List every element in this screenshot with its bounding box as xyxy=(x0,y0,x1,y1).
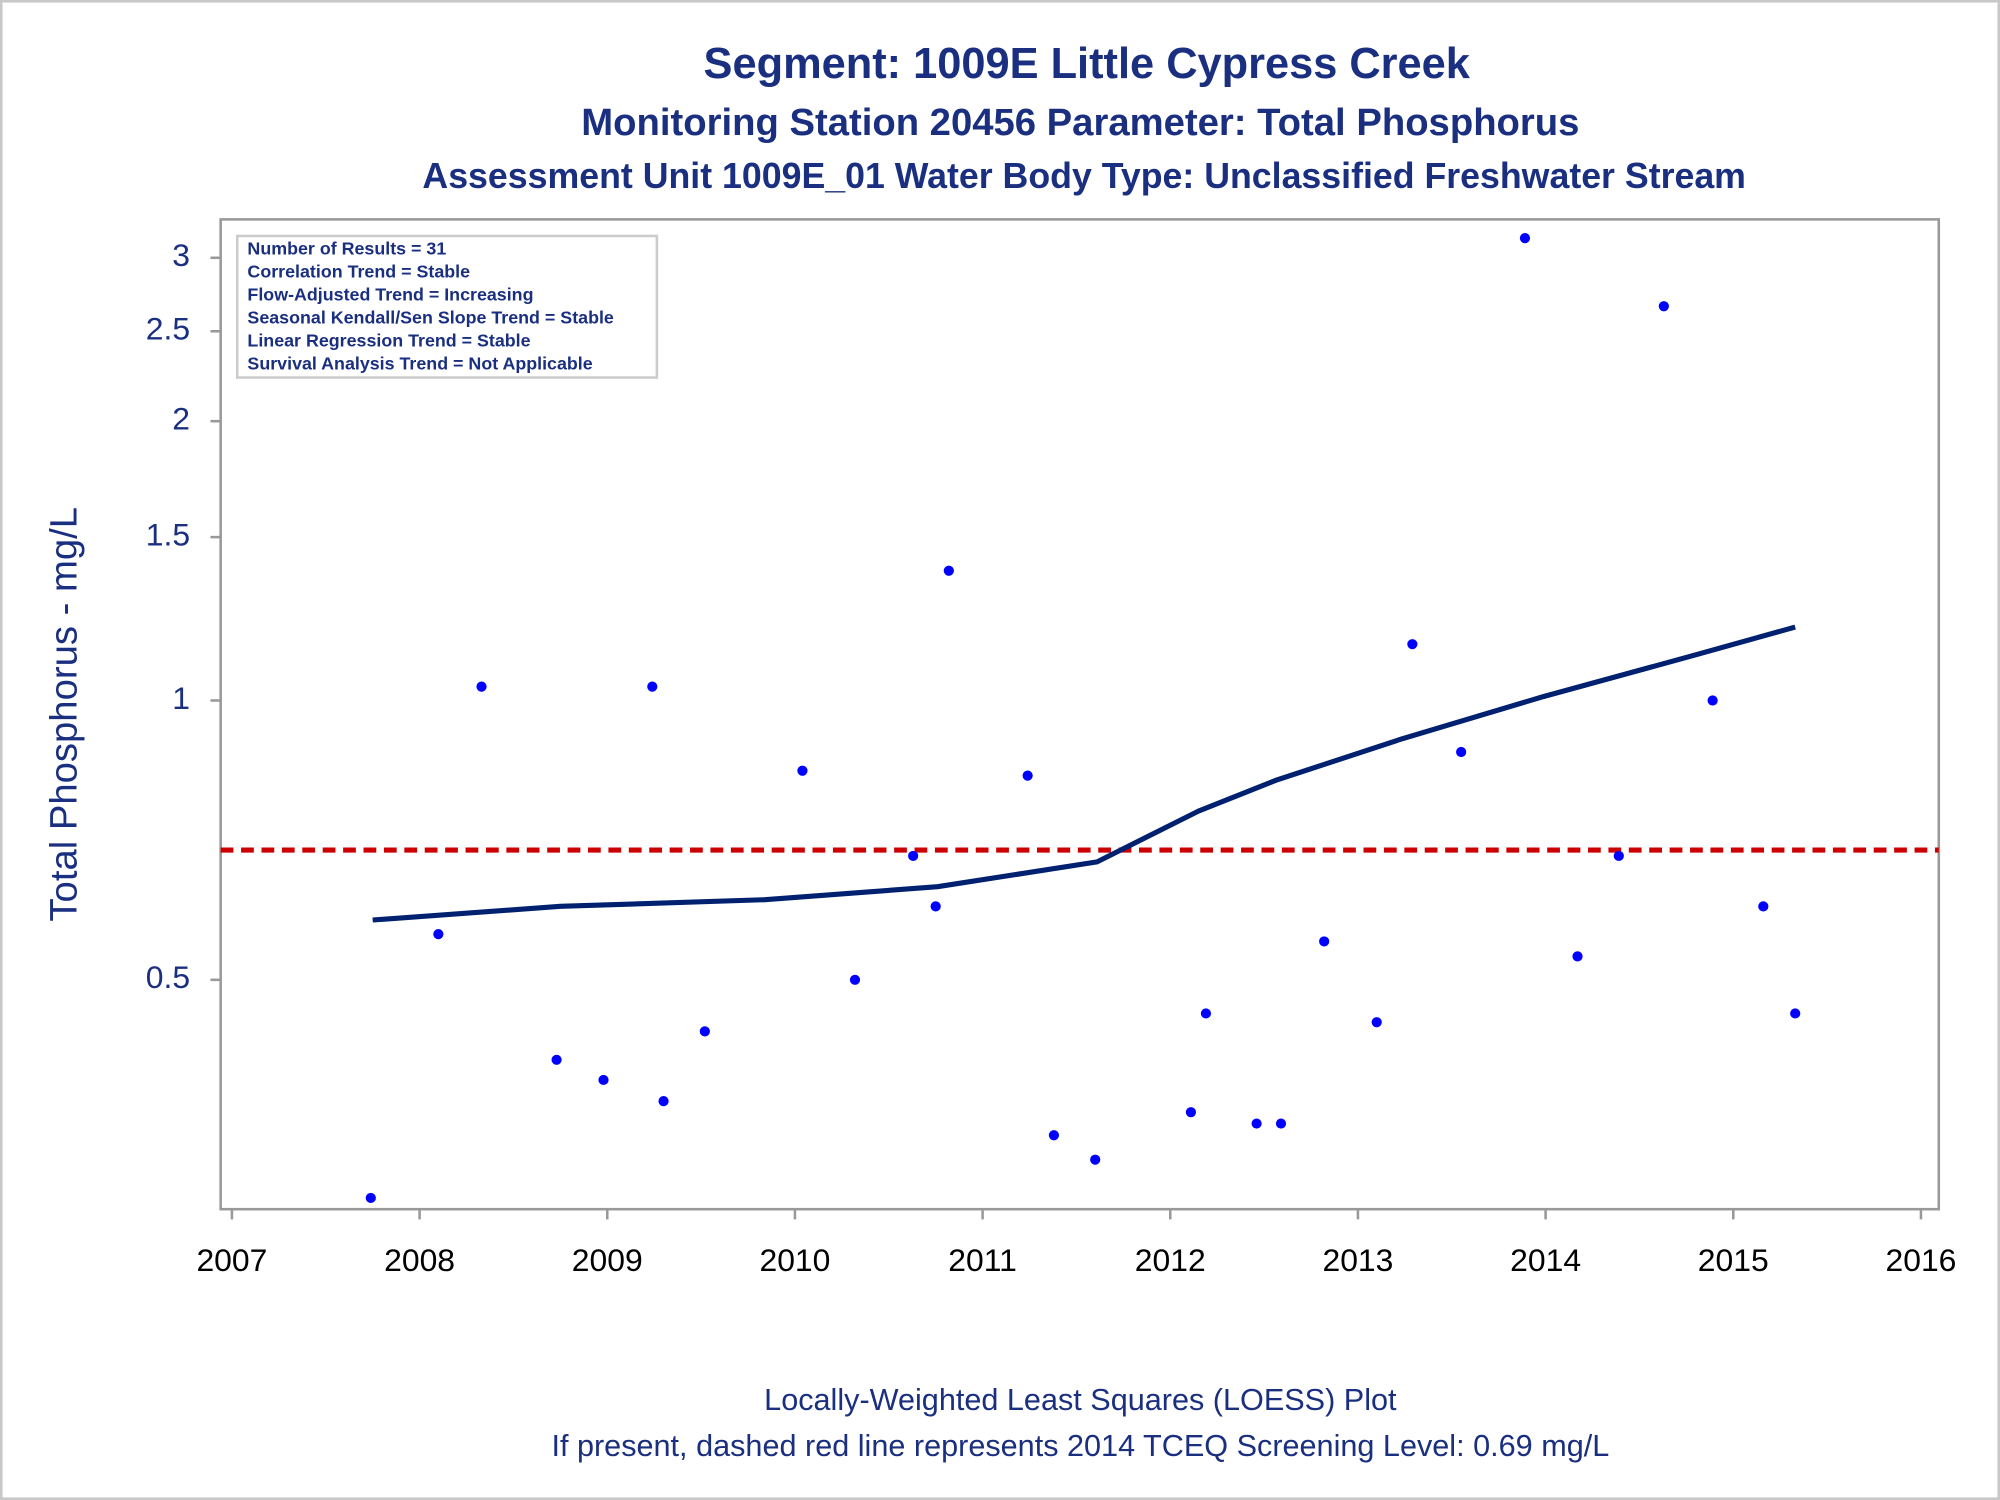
data-point xyxy=(551,1054,562,1065)
y-tick-label: 1 xyxy=(172,680,190,716)
data-point xyxy=(1048,1130,1060,1141)
y-tick-label: 3 xyxy=(172,237,190,273)
x-tick-label: 2016 xyxy=(1885,1242,1956,1278)
stats-text: Flow-Adjusted Trend = Increasing xyxy=(247,285,533,305)
stats-text: Linear Regression Trend = Stable xyxy=(247,331,530,351)
y-tick-label: 2 xyxy=(172,401,190,437)
x-tick-label: 2008 xyxy=(384,1242,455,1278)
stats-text: Survival Analysis Trend = Not Applicable xyxy=(247,354,592,374)
chart-subtitle: Monitoring Station 20456 Parameter: Tota… xyxy=(581,101,1579,144)
data-point xyxy=(930,901,941,912)
data-point xyxy=(1275,1118,1287,1129)
x-tick-label: 2007 xyxy=(196,1242,267,1278)
stats-text: Correlation Trend = Stable xyxy=(247,262,470,282)
x-tick-label: 2009 xyxy=(572,1242,643,1278)
data-point xyxy=(647,681,658,692)
data-point xyxy=(1758,901,1769,912)
data-point xyxy=(943,565,954,576)
loess-line xyxy=(372,624,1796,923)
x-tick-label: 2011 xyxy=(948,1242,1017,1278)
data-point xyxy=(797,765,808,776)
x-tick-label: 2015 xyxy=(1698,1242,1769,1278)
data-point xyxy=(598,1074,609,1086)
data-point xyxy=(1022,770,1033,781)
data-point xyxy=(433,929,444,940)
x-tick-label: 2010 xyxy=(759,1242,830,1278)
stats-box xyxy=(235,234,659,379)
data-point xyxy=(1319,936,1330,947)
data-point xyxy=(365,1192,376,1204)
chart-subtitle: Assessment Unit 1009E_01 Water Body Type… xyxy=(422,156,1746,196)
chart-title: Segment: 1009E Little Cypress Creek xyxy=(704,40,1471,88)
stats-text: Seasonal Kendall/Sen Slope Trend = Stabl… xyxy=(247,308,613,328)
data-point xyxy=(1519,233,1531,244)
data-point xyxy=(1707,695,1718,706)
data-point xyxy=(1185,1107,1197,1118)
data-point xyxy=(1407,639,1418,650)
data-point xyxy=(1790,1008,1801,1019)
data-point xyxy=(1658,301,1669,312)
footnote: If present, dashed red line represents 2… xyxy=(551,1429,1609,1463)
x-tick-label: 2014 xyxy=(1510,1242,1581,1278)
data-point xyxy=(699,1026,710,1037)
footnote: Locally-Weighted Least Squares (LOESS) P… xyxy=(764,1383,1397,1417)
data-point xyxy=(1613,850,1624,862)
y-tick-label: 2.5 xyxy=(146,311,190,347)
stats-text: Number of Results = 31 xyxy=(247,239,446,259)
x-tick-label: 2013 xyxy=(1322,1242,1393,1278)
y-tick-label: 1.5 xyxy=(146,517,190,553)
y-tick-label: 0.5 xyxy=(146,959,190,995)
data-point xyxy=(1456,746,1467,758)
data-point xyxy=(1251,1118,1262,1129)
data-point xyxy=(658,1096,669,1107)
data-point xyxy=(1371,1017,1382,1028)
data-point xyxy=(849,974,861,985)
plot-area xyxy=(219,218,1941,1211)
data-point xyxy=(908,850,919,862)
data-point xyxy=(1200,1008,1212,1019)
data-point xyxy=(1572,951,1583,962)
data-point xyxy=(1090,1154,1101,1165)
data-point xyxy=(476,681,487,692)
y-axis-label: Total Phosphorus - mg/L xyxy=(42,507,85,922)
x-tick-label: 2012 xyxy=(1135,1242,1206,1278)
